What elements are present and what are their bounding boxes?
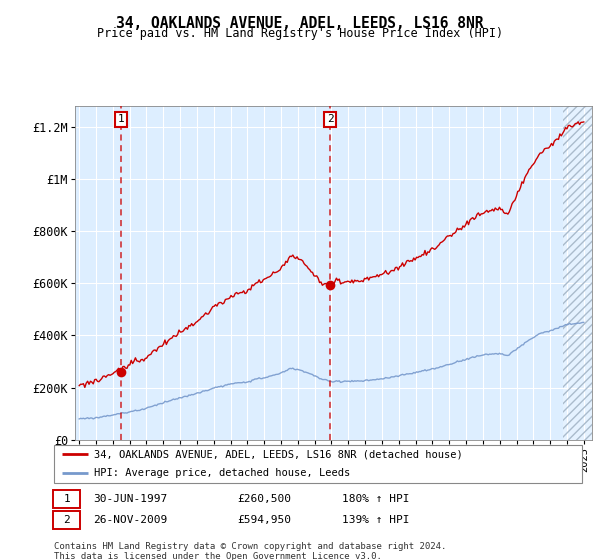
Text: 30-JUN-1997: 30-JUN-1997	[93, 494, 167, 504]
Text: 26-NOV-2009: 26-NOV-2009	[93, 515, 167, 525]
Text: 2: 2	[327, 114, 334, 124]
Text: HPI: Average price, detached house, Leeds: HPI: Average price, detached house, Leed…	[94, 468, 350, 478]
FancyBboxPatch shape	[54, 445, 582, 483]
Text: 139% ↑ HPI: 139% ↑ HPI	[342, 515, 409, 525]
Text: 1: 1	[118, 114, 125, 124]
Text: Price paid vs. HM Land Registry's House Price Index (HPI): Price paid vs. HM Land Registry's House …	[97, 27, 503, 40]
Text: 180% ↑ HPI: 180% ↑ HPI	[342, 494, 409, 504]
Text: 2: 2	[63, 515, 70, 525]
Text: 34, OAKLANDS AVENUE, ADEL, LEEDS, LS16 8NR: 34, OAKLANDS AVENUE, ADEL, LEEDS, LS16 8…	[116, 16, 484, 31]
Text: £594,950: £594,950	[237, 515, 291, 525]
Bar	[563, 106, 592, 440]
Text: Contains HM Land Registry data © Crown copyright and database right 2024.
This d: Contains HM Land Registry data © Crown c…	[54, 542, 446, 560]
Text: 34, OAKLANDS AVENUE, ADEL, LEEDS, LS16 8NR (detached house): 34, OAKLANDS AVENUE, ADEL, LEEDS, LS16 8…	[94, 449, 463, 459]
Text: £260,500: £260,500	[237, 494, 291, 504]
Text: 1: 1	[63, 494, 70, 504]
